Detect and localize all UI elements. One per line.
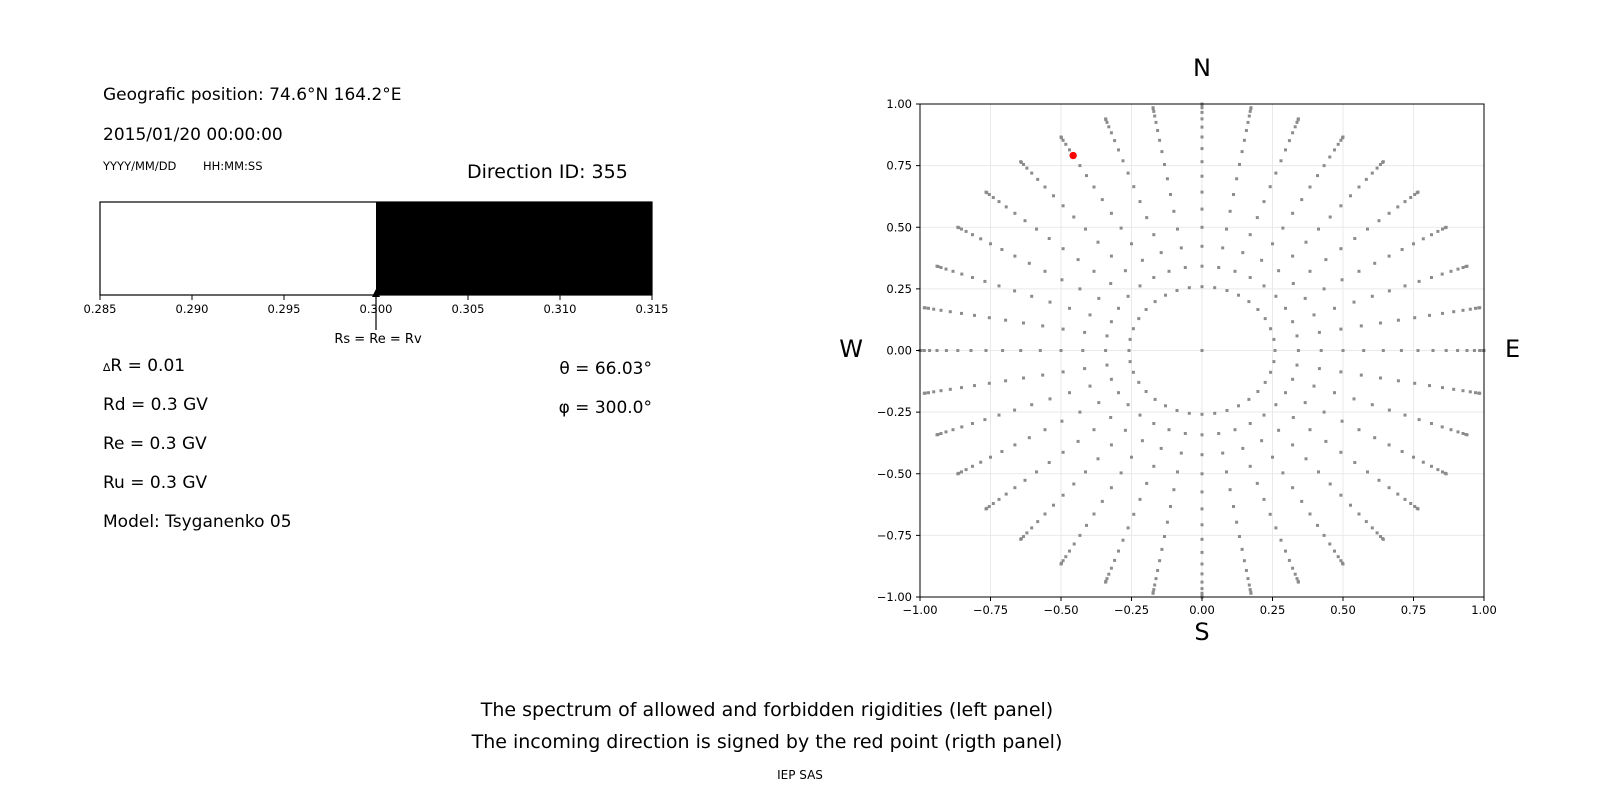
direction-id-text: Direction ID: 355: [467, 161, 628, 183]
x-tick-label: 0.75: [1401, 603, 1427, 617]
annotation-text: Rs = Re = Rv: [334, 332, 422, 347]
annotation-arrow-head-icon: [372, 289, 380, 297]
x-tick-label: 0.315: [636, 302, 669, 316]
y-tick-label: −1.00: [877, 590, 912, 604]
caption-line1: The spectrum of allowed and forbidden ri…: [480, 699, 1054, 721]
x-tick-label: 0.285: [84, 302, 117, 316]
x-tick-label: 0.00: [1189, 603, 1215, 617]
red-point-incoming-direction: [1069, 151, 1077, 160]
x-tick-label: −1.00: [902, 603, 937, 617]
date-format-label: YYYY/MM/DD: [103, 159, 177, 173]
rigidity-annotation: Rs = Re = Rv: [334, 289, 422, 347]
y-tick-label: −0.75: [877, 528, 912, 542]
x-tick-label: 0.310: [544, 302, 577, 316]
y-tick-label: 0.50: [886, 220, 912, 234]
y-tick-label: 1.00: [886, 97, 912, 111]
param-ru: Ru = 0.3 GV: [103, 473, 208, 493]
spectrum-segments: [100, 202, 652, 295]
spectrum-x-axis: 0.285 0.290 0.295 0.300 0.305 0.310 0.315: [84, 295, 669, 316]
geo-position-text: Geografic position: 74.6°N 164.2°E: [103, 85, 402, 105]
west-label: W: [839, 335, 863, 363]
param-delta-r: ∆R = 0.01: [103, 356, 186, 376]
y-axis-ticks: 1.00 0.75 0.50 0.25 0.00 −0.25 −0.50 −0.75 −1.00: [877, 97, 920, 604]
x-tick-label: −0.25: [1114, 603, 1149, 617]
param-theta: θ = 66.03°: [559, 359, 652, 379]
x-tick-label: −0.75: [973, 603, 1008, 617]
param-model: Model: Tsyganenko 05: [103, 512, 292, 532]
x-tick-label: −0.50: [1043, 603, 1078, 617]
x-tick-label: 0.295: [268, 302, 301, 316]
datetime-text: 2015/01/20 00:00:00: [103, 125, 283, 145]
spectrum-segment: [100, 202, 376, 295]
param-re: Re = 0.3 GV: [103, 434, 207, 454]
credit-text: IEP SAS: [777, 768, 823, 782]
time-format-label: HH:MM:SS: [203, 159, 263, 173]
spectrum-segment: [376, 202, 652, 295]
y-tick-label: −0.50: [877, 467, 912, 481]
y-tick-label: 0.75: [886, 159, 912, 173]
direction-scatter-chart: −1.00 −0.75 −0.50 −0.25 0.00 0.25 0.50 0.75 1.00…: [877, 97, 1497, 617]
y-tick-label: 0.25: [886, 282, 912, 296]
x-tick-label: 0.50: [1330, 603, 1356, 617]
delta-symbol: ∆: [103, 361, 111, 374]
x-tick-label: 1.00: [1471, 603, 1497, 617]
grid-lines: [920, 104, 1484, 597]
east-label: E: [1505, 335, 1521, 363]
x-tick-label: 0.290: [176, 302, 209, 316]
param-rd: Rd = 0.3 GV: [103, 395, 208, 415]
x-tick-label: 0.25: [1260, 603, 1286, 617]
south-label: S: [1194, 618, 1210, 646]
x-axis-ticks: −1.00 −0.75 −0.50 −0.25 0.00 0.25 0.50 0.75 1.00: [902, 597, 1497, 617]
x-tick-label: 0.305: [452, 302, 485, 316]
y-tick-label: 0.00: [886, 344, 912, 358]
north-label: N: [1193, 54, 1211, 82]
y-tick-label: −0.25: [877, 405, 912, 419]
direction-dot-grid: [918, 102, 1486, 599]
caption-line2: The incoming direction is signed by the …: [471, 731, 1063, 753]
param-phi: φ = 300.0°: [558, 398, 652, 418]
